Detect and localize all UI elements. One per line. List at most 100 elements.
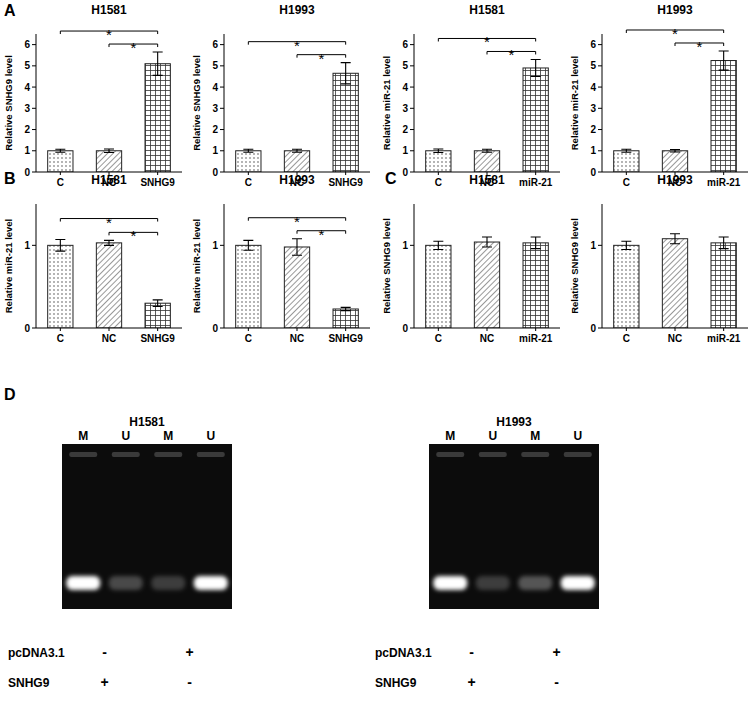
plot-area — [48, 52, 171, 172]
y-tick — [410, 328, 414, 329]
gel-image — [429, 444, 599, 609]
chart-title: H1581 — [91, 173, 127, 187]
y-tick — [220, 44, 224, 45]
y-axis-label: Relative SNHG9 level — [569, 218, 580, 314]
y-tick — [410, 65, 414, 66]
y-tick-label: 0 — [590, 323, 596, 334]
gel-image — [62, 444, 232, 609]
error-bar — [621, 241, 631, 249]
x-tick — [248, 172, 249, 175]
x-tick-label: C — [435, 177, 442, 188]
y-tick — [220, 172, 224, 173]
panel-label: D — [4, 386, 16, 403]
y-tick-label: 1 — [590, 240, 596, 251]
chart-title: H1581 — [91, 3, 127, 17]
y-tick — [598, 245, 602, 246]
bar — [474, 242, 499, 328]
bar — [284, 151, 309, 172]
y-axis-label: Relative miR-21 level — [3, 219, 14, 314]
y-axis — [224, 34, 225, 172]
x-tick — [723, 328, 724, 331]
x-tick-label: SNHG9 — [140, 333, 175, 344]
x-tick — [60, 328, 61, 331]
bar — [333, 73, 358, 172]
x-tick-label: C — [435, 333, 442, 344]
x-tick — [438, 328, 439, 331]
condition-label: pcDNA3.1 — [8, 646, 65, 660]
significance-star: * — [484, 33, 490, 50]
condition-sign: - — [554, 674, 559, 690]
y-tick — [32, 108, 36, 109]
significance-star: * — [672, 25, 678, 42]
figure: ABCD0123456CNCSNHG9H1581Relative SNHG9 l… — [0, 0, 753, 710]
x-tick-label: C — [57, 333, 64, 344]
panel-label: C — [385, 170, 397, 187]
y-axis-label: Relative SNHG9 level — [381, 218, 392, 314]
y-tick — [220, 150, 224, 151]
y-tick-label: 5 — [590, 60, 596, 71]
error-bar — [531, 237, 541, 249]
y-tick — [598, 87, 602, 88]
y-axis — [36, 204, 37, 328]
y-tick-label: 0 — [24, 323, 30, 334]
plot-area — [426, 237, 549, 328]
chart-title: H1993 — [279, 173, 315, 187]
x-tick — [535, 172, 536, 175]
y-tick — [32, 44, 36, 45]
y-axis-label: Relative miR-21 level — [191, 219, 202, 314]
y-tick — [410, 44, 414, 45]
bar — [662, 239, 687, 328]
error-bar — [433, 149, 443, 152]
y-tick-label: 1 — [402, 240, 408, 251]
error-bar — [292, 149, 302, 152]
plot-area — [236, 63, 359, 172]
bar — [426, 245, 451, 328]
y-tick — [32, 65, 36, 66]
y-tick-label: 3 — [590, 103, 596, 114]
y-axis — [414, 34, 415, 172]
chart-title: H1993 — [657, 173, 693, 187]
bar — [48, 151, 73, 172]
x-tick — [60, 172, 61, 175]
y-tick-label: 3 — [24, 103, 30, 114]
y-tick — [220, 328, 224, 329]
significance-star: * — [106, 26, 112, 43]
x-tick — [345, 328, 346, 331]
chart-title: H1993 — [279, 3, 315, 17]
y-tick-label: 1 — [24, 240, 30, 251]
condition-sign: - — [102, 644, 107, 660]
gel-well — [436, 452, 464, 457]
lane-label: M — [445, 429, 455, 443]
y-tick-label: 1 — [24, 145, 30, 156]
condition-sign: - — [469, 644, 474, 660]
plot-area — [236, 239, 359, 328]
significance-star: * — [294, 37, 300, 54]
x-tick-label: miR-21 — [519, 177, 553, 188]
x-tick — [487, 328, 488, 331]
y-axis — [36, 34, 37, 172]
error-bar — [292, 239, 302, 256]
y-tick-label: 1 — [402, 145, 408, 156]
y-tick — [32, 245, 36, 246]
y-tick — [410, 150, 414, 151]
y-tick-label: 4 — [212, 82, 218, 93]
y-tick — [220, 108, 224, 109]
y-tick-label: 6 — [590, 39, 596, 50]
error-bar — [341, 307, 351, 310]
gel-band — [109, 576, 143, 590]
y-axis — [602, 34, 603, 172]
y-tick-label: 5 — [212, 60, 218, 71]
y-tick — [598, 44, 602, 45]
y-tick — [32, 328, 36, 329]
y-tick-label: 0 — [212, 323, 218, 334]
condition-sign: - — [187, 674, 192, 690]
y-tick-label: 2 — [402, 124, 408, 135]
y-tick-label: 3 — [402, 103, 408, 114]
plot-area — [614, 234, 737, 328]
y-tick — [220, 87, 224, 88]
y-axis — [414, 204, 415, 328]
significance-star: * — [318, 226, 324, 243]
gel-well — [479, 452, 507, 457]
x-tick — [157, 172, 158, 175]
gel-well — [154, 452, 182, 457]
